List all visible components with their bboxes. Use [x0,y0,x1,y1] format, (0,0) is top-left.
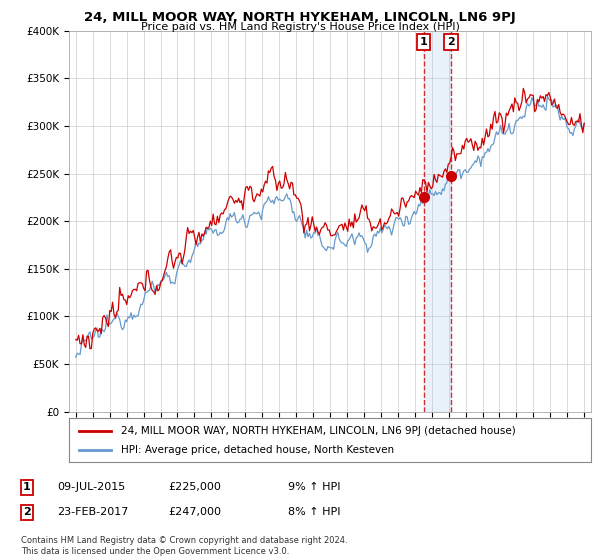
Text: 8% ↑ HPI: 8% ↑ HPI [288,507,341,517]
Text: 2: 2 [23,507,31,517]
Text: 1: 1 [23,482,31,492]
Text: 2: 2 [447,37,455,47]
Text: 9% ↑ HPI: 9% ↑ HPI [288,482,341,492]
Text: 23-FEB-2017: 23-FEB-2017 [57,507,128,517]
Text: Price paid vs. HM Land Registry's House Price Index (HPI): Price paid vs. HM Land Registry's House … [140,22,460,32]
Text: 24, MILL MOOR WAY, NORTH HYKEHAM, LINCOLN, LN6 9PJ: 24, MILL MOOR WAY, NORTH HYKEHAM, LINCOL… [84,11,516,24]
Text: 09-JUL-2015: 09-JUL-2015 [57,482,125,492]
Text: 1: 1 [419,37,427,47]
Bar [424,31,451,412]
Text: 24, MILL MOOR WAY, NORTH HYKEHAM, LINCOLN, LN6 9PJ (detached house): 24, MILL MOOR WAY, NORTH HYKEHAM, LINCOL… [121,426,516,436]
Text: Contains HM Land Registry data © Crown copyright and database right 2024.
This d: Contains HM Land Registry data © Crown c… [21,536,347,556]
Text: £225,000: £225,000 [168,482,221,492]
Text: HPI: Average price, detached house, North Kesteven: HPI: Average price, detached house, Nort… [121,445,394,455]
Text: £247,000: £247,000 [168,507,221,517]
